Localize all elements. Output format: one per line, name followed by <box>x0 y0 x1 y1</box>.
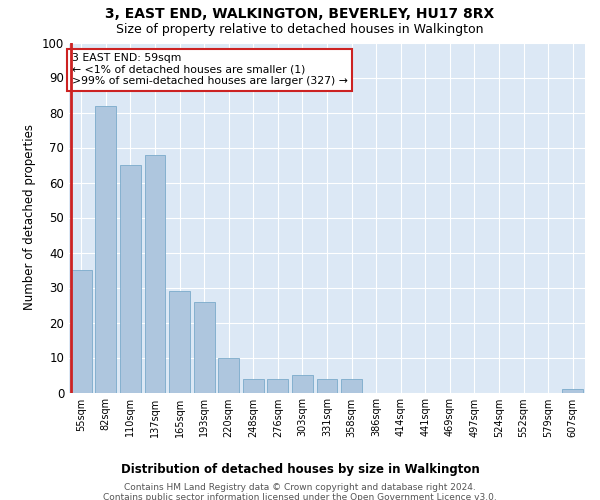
Bar <box>341 378 362 392</box>
Bar <box>95 106 116 393</box>
Text: Contains public sector information licensed under the Open Government Licence v3: Contains public sector information licen… <box>103 494 497 500</box>
Bar <box>71 270 92 392</box>
Bar <box>243 378 264 392</box>
Y-axis label: Number of detached properties: Number of detached properties <box>23 124 37 310</box>
Bar <box>169 291 190 392</box>
Bar <box>268 378 289 392</box>
Bar <box>562 389 583 392</box>
Text: Size of property relative to detached houses in Walkington: Size of property relative to detached ho… <box>116 22 484 36</box>
Text: 3, EAST END, WALKINGTON, BEVERLEY, HU17 8RX: 3, EAST END, WALKINGTON, BEVERLEY, HU17 … <box>106 8 494 22</box>
Text: Contains HM Land Registry data © Crown copyright and database right 2024.: Contains HM Land Registry data © Crown c… <box>124 484 476 492</box>
Text: 3 EAST END: 59sqm
← <1% of detached houses are smaller (1)
>99% of semi-detached: 3 EAST END: 59sqm ← <1% of detached hous… <box>71 53 347 86</box>
Bar <box>317 378 337 392</box>
Bar <box>194 302 215 392</box>
Text: Distribution of detached houses by size in Walkington: Distribution of detached houses by size … <box>121 462 479 475</box>
Bar <box>292 375 313 392</box>
Bar <box>145 154 166 392</box>
Bar <box>120 165 141 392</box>
Bar <box>218 358 239 392</box>
